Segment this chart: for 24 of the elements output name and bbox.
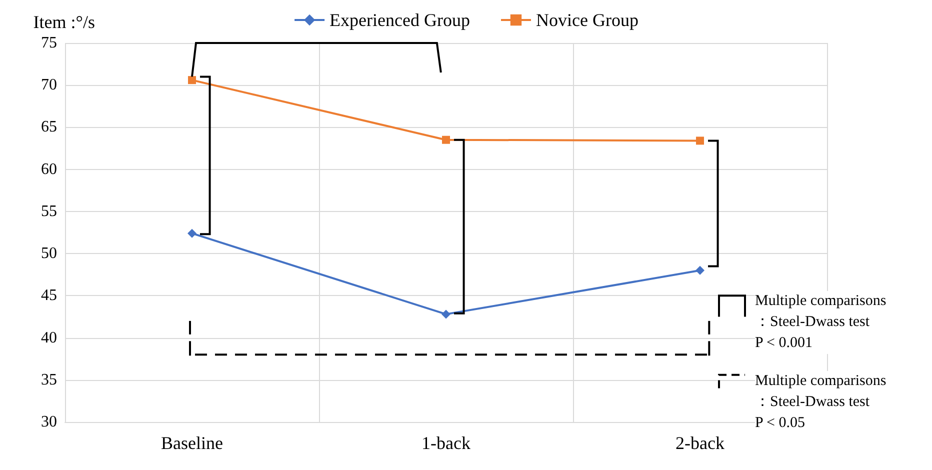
y-tick-label: 60 — [41, 160, 57, 178]
y-tick-label: 30 — [41, 414, 57, 430]
annotation: Multiple comparisons ：Steel-Dwass test P < 0.001 — [755, 290, 886, 354]
y-tick-label: 45 — [41, 287, 57, 304]
x-tick-label: 2-back — [676, 433, 724, 453]
y-tick-label: 50 — [41, 245, 57, 262]
y-axis-title: Item :°/s — [33, 12, 95, 32]
point — [442, 310, 450, 319]
y-tick-label: 35 — [41, 371, 57, 388]
y-tick-label: 70 — [41, 76, 57, 94]
x-tick-label: 1-back — [422, 433, 470, 453]
x-tick-label: Baseline — [161, 433, 223, 453]
point — [188, 228, 196, 238]
y-tick-label: 40 — [41, 329, 57, 346]
y-tick-label: 75 — [41, 34, 57, 52]
point — [442, 136, 450, 144]
legend-label: Novice Group — [536, 10, 638, 30]
point — [188, 76, 196, 84]
y-tick-label: 55 — [41, 202, 57, 220]
legend-label: Experienced Group — [330, 10, 470, 30]
point — [696, 266, 704, 275]
point — [696, 136, 704, 145]
annotation: Multiple comparisons ：Steel-Dwass test P < 0.05 — [755, 371, 886, 434]
y-tick-label: 65 — [41, 118, 57, 136]
